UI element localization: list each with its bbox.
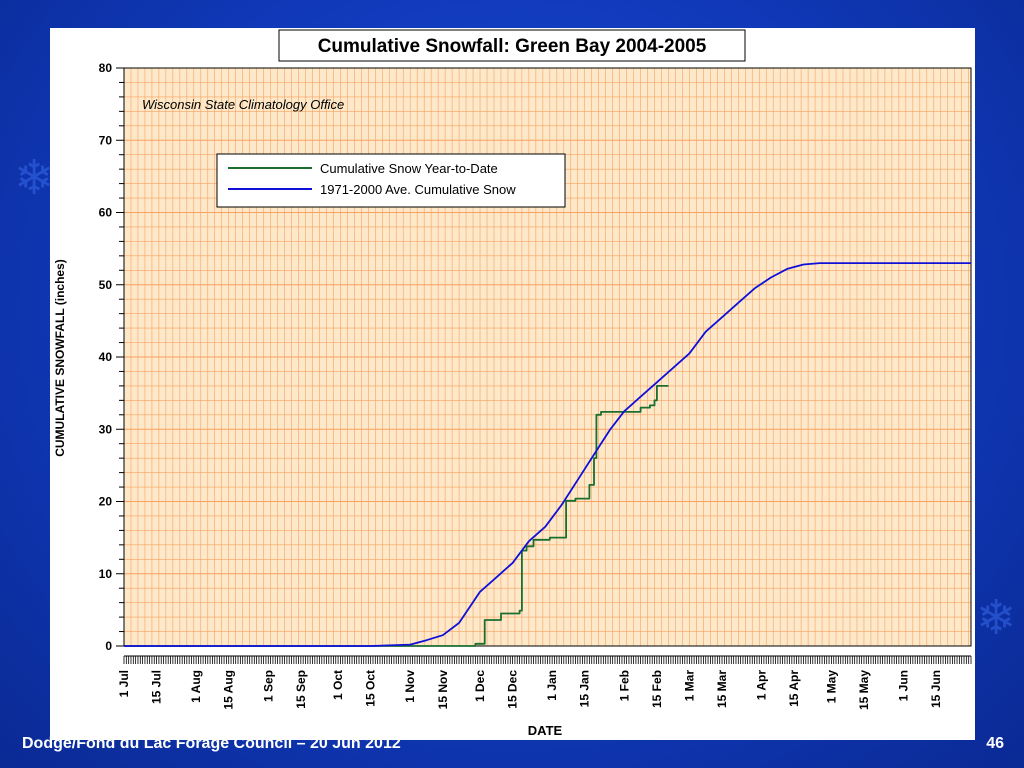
legend-box: [216, 153, 566, 208]
chart-title-box: [278, 29, 746, 62]
x-tick-label: 15 Jul: [150, 670, 164, 704]
axes: 0 10 20 30 40 50 60 70 80 1 Jul 15 Jul 1 Aug 15 Aug 1…: [99, 61, 972, 710]
x-tick-label: 15 May: [857, 670, 871, 710]
x-tick-label: 1 Oct: [331, 670, 345, 700]
decorative-snowflake-left: ❄: [14, 152, 55, 205]
y-tick-label: 40: [99, 350, 113, 364]
y-tick-label: 50: [99, 278, 113, 292]
x-tick-label: 1 Feb: [617, 670, 631, 701]
y-tick-label: 70: [99, 133, 113, 147]
x-tick-label: 1 Dec: [473, 670, 487, 702]
x-tick-label: 1 Nov: [403, 670, 417, 703]
y-tick-label: 0: [105, 639, 112, 653]
y-tick-label: 30: [99, 422, 113, 436]
y-axis-title: CUMULATIVE SNOWFALL (inches): [53, 259, 67, 457]
series-line-2: [124, 262, 971, 647]
x-tick-label: 1 May: [824, 670, 838, 704]
y-tick-label: 10: [99, 567, 113, 581]
x-tick-label: 1 Jun: [897, 670, 911, 701]
x-tick-label: 15 Mar: [715, 670, 729, 708]
x-tick-label: 15 Jun: [929, 670, 943, 708]
x-tick-label: 15 Sep: [294, 670, 308, 709]
x-axis-title: DATE: [528, 723, 563, 738]
x-tick-label: 1 Mar: [682, 670, 696, 702]
series-line-1: [124, 385, 669, 647]
x-tick-label: 15 Apr: [787, 670, 801, 707]
series-lines: [124, 262, 971, 647]
x-tick-label: 15 Aug: [222, 670, 236, 710]
y-tick-label: 20: [99, 495, 113, 509]
y-tick-label: 80: [99, 61, 113, 75]
x-tick-label: 15 Jan: [578, 670, 592, 707]
x-tick-label: 1 Apr: [755, 670, 769, 701]
y-tick-label: 60: [99, 206, 113, 220]
legend-label-series-2: 1971-2000 Ave. Cumulative Snow: [320, 182, 516, 197]
chart-panel: Cumulative Snowfall: Green Bay 2004-2005…: [50, 28, 975, 740]
legend-label-series-1: Cumulative Snow Year-to-Date: [320, 161, 498, 176]
x-tick-label: 1 Sep: [261, 670, 275, 702]
chart-title: Cumulative Snowfall: Green Bay 2004-2005: [318, 36, 707, 57]
slide-page-number: 46: [986, 735, 1004, 752]
plot-grid: [124, 68, 971, 646]
x-tick-label: 1 Jan: [545, 670, 559, 701]
decorative-snowflake-right: ❄: [976, 592, 1017, 645]
x-tick-label: 1 Aug: [189, 670, 203, 703]
snowfall-chart: Cumulative Snowfall: Green Bay 2004-2005…: [53, 29, 972, 738]
x-tick-label: 15 Nov: [436, 670, 450, 710]
slide-footer: Dodge/Fond du Lac Forage Council – 20 Ju…: [22, 735, 401, 752]
legend: Cumulative Snow Year-to-Date 1971-2000 A…: [216, 153, 566, 208]
x-tick-label: 15 Dec: [506, 670, 520, 709]
x-tick-label: 15 Oct: [364, 670, 378, 707]
chart-subtitle: Wisconsin State Climatology Office: [142, 97, 344, 112]
x-tick-label: 15 Feb: [650, 670, 664, 708]
x-tick-label: 1 Jul: [117, 670, 131, 697]
